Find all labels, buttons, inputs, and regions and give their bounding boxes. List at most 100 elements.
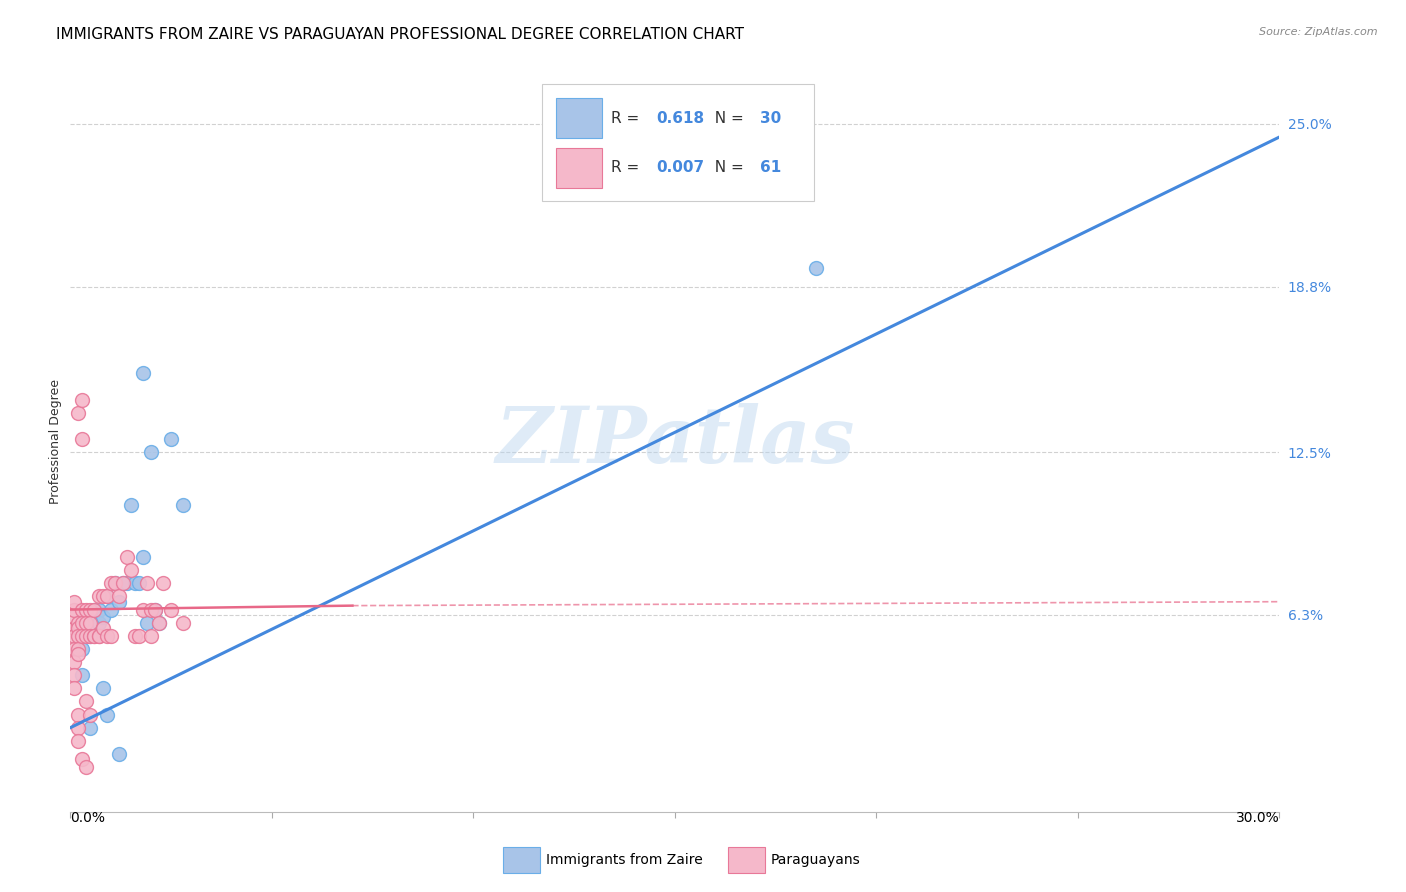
Point	[96, 590, 118, 604]
Text: Immigrants from Zaire: Immigrants from Zaire	[546, 853, 702, 867]
Point	[120, 563, 142, 577]
Point	[67, 721, 90, 735]
Point	[115, 576, 138, 591]
Point	[72, 752, 94, 766]
Point	[91, 610, 114, 624]
Text: Paraguayans: Paraguayans	[770, 853, 860, 867]
Text: 30.0%: 30.0%	[1236, 811, 1279, 825]
Point	[83, 602, 105, 616]
Point	[63, 642, 86, 657]
Point	[124, 629, 146, 643]
Point	[139, 445, 162, 459]
Point	[96, 707, 118, 722]
Text: IMMIGRANTS FROM ZAIRE VS PARAGUAYAN PROFESSIONAL DEGREE CORRELATION CHART: IMMIGRANTS FROM ZAIRE VS PARAGUAYAN PROF…	[56, 27, 744, 42]
Point	[79, 615, 101, 630]
Point	[132, 366, 155, 380]
Point	[128, 629, 150, 643]
Point	[63, 655, 86, 669]
Point	[100, 602, 122, 616]
Point	[107, 747, 129, 761]
Point	[87, 615, 110, 630]
Point	[132, 602, 155, 616]
Point	[143, 602, 166, 616]
Point	[91, 621, 114, 635]
Text: ZIPatlas: ZIPatlas	[495, 403, 855, 480]
Point	[804, 261, 827, 276]
Point	[83, 629, 105, 643]
Text: R =: R =	[610, 160, 644, 175]
Point	[124, 576, 146, 591]
Point	[79, 602, 101, 616]
Point	[111, 576, 134, 591]
Point	[135, 615, 157, 630]
Text: 61: 61	[759, 160, 780, 175]
Point	[139, 629, 162, 643]
Point	[67, 629, 90, 643]
Point	[72, 602, 94, 616]
Text: 0.618: 0.618	[657, 111, 704, 126]
Point	[75, 694, 97, 708]
Point	[67, 647, 90, 661]
Point	[67, 734, 90, 748]
Point	[160, 602, 183, 616]
Point	[79, 629, 101, 643]
Point	[67, 406, 90, 420]
Point	[75, 602, 97, 616]
Point	[79, 629, 101, 643]
Point	[75, 629, 97, 643]
Point	[87, 590, 110, 604]
Point	[172, 498, 194, 512]
Point	[100, 629, 122, 643]
Point	[107, 595, 129, 609]
Point	[72, 615, 94, 630]
Point	[100, 576, 122, 591]
Point	[67, 621, 90, 635]
Point	[107, 590, 129, 604]
Point	[87, 602, 110, 616]
Y-axis label: Professional Degree: Professional Degree	[49, 379, 62, 504]
Point	[72, 629, 94, 643]
Text: Source: ZipAtlas.com: Source: ZipAtlas.com	[1260, 27, 1378, 37]
Point	[63, 629, 86, 643]
FancyBboxPatch shape	[557, 147, 602, 187]
Point	[172, 615, 194, 630]
Point	[96, 629, 118, 643]
Point	[63, 621, 86, 635]
Point	[132, 550, 155, 565]
Point	[79, 707, 101, 722]
Point	[91, 590, 114, 604]
Point	[143, 602, 166, 616]
Point	[96, 590, 118, 604]
Point	[72, 668, 94, 682]
Point	[72, 642, 94, 657]
Point	[148, 615, 170, 630]
Point	[63, 668, 86, 682]
Text: R =: R =	[610, 111, 644, 126]
Point	[63, 681, 86, 696]
Text: 0.0%: 0.0%	[70, 811, 105, 825]
Point	[83, 629, 105, 643]
Point	[135, 576, 157, 591]
Point	[111, 576, 134, 591]
FancyBboxPatch shape	[557, 98, 602, 138]
Point	[75, 615, 97, 630]
Point	[148, 615, 170, 630]
Point	[63, 610, 86, 624]
Point	[75, 615, 97, 630]
Point	[83, 602, 105, 616]
Text: N =: N =	[706, 111, 749, 126]
Point	[160, 432, 183, 446]
FancyBboxPatch shape	[541, 84, 814, 201]
Point	[91, 681, 114, 696]
Point	[104, 576, 127, 591]
Point	[67, 707, 90, 722]
Point	[63, 602, 86, 616]
Point	[87, 629, 110, 643]
Point	[115, 550, 138, 565]
Point	[87, 629, 110, 643]
Point	[152, 576, 174, 591]
Point	[63, 595, 86, 609]
Point	[75, 760, 97, 774]
Text: 30: 30	[759, 111, 780, 126]
Point	[72, 432, 94, 446]
